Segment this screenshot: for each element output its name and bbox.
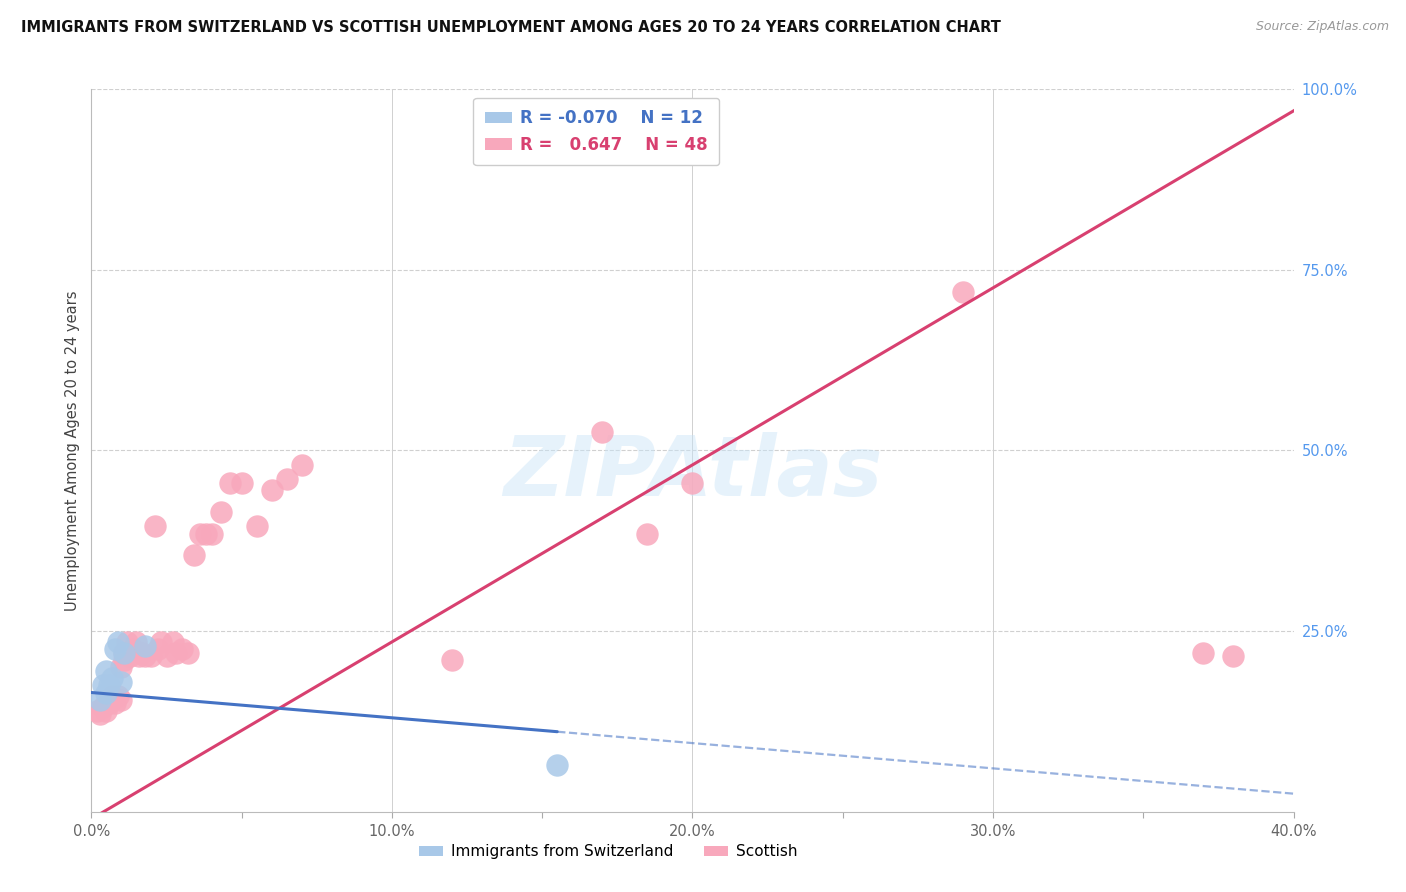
Point — [165, 646, 187, 660]
Text: Source: ZipAtlas.com: Source: ZipAtlas.com — [1256, 20, 1389, 33]
Point — [143, 519, 166, 533]
Point — [291, 458, 314, 472]
Point — [122, 642, 145, 657]
Point — [188, 526, 211, 541]
Point — [93, 678, 115, 692]
Point — [96, 664, 118, 678]
Point — [101, 689, 124, 703]
Point — [114, 646, 136, 660]
Point — [141, 649, 163, 664]
Point — [194, 526, 217, 541]
Point — [89, 707, 111, 722]
Point — [98, 678, 121, 692]
Point — [636, 526, 658, 541]
Point — [134, 649, 156, 664]
Point — [201, 526, 224, 541]
Point — [110, 674, 132, 689]
Y-axis label: Unemployment Among Ages 20 to 24 years: Unemployment Among Ages 20 to 24 years — [65, 290, 80, 611]
Point — [98, 696, 121, 710]
Point — [107, 689, 129, 703]
Point — [170, 642, 193, 657]
Point — [107, 635, 129, 649]
Point — [96, 704, 118, 718]
Point — [120, 649, 142, 664]
Point — [104, 642, 127, 657]
Point — [546, 757, 568, 772]
Point — [155, 649, 177, 664]
Point — [162, 635, 184, 649]
Point — [134, 639, 156, 653]
Point — [231, 475, 253, 490]
Point — [591, 425, 613, 440]
Point — [952, 285, 974, 299]
Point — [149, 635, 172, 649]
Point — [114, 653, 136, 667]
Point — [260, 483, 283, 498]
Point — [209, 505, 232, 519]
Point — [89, 692, 111, 706]
Point — [125, 635, 148, 649]
Point — [98, 692, 121, 706]
Text: ZIPAtlas: ZIPAtlas — [503, 432, 882, 513]
Point — [110, 692, 132, 706]
Point — [246, 519, 269, 533]
Text: IMMIGRANTS FROM SWITZERLAND VS SCOTTISH UNEMPLOYMENT AMONG AGES 20 TO 24 YEARS C: IMMIGRANTS FROM SWITZERLAND VS SCOTTISH … — [21, 20, 1001, 35]
Point — [96, 685, 118, 699]
Point — [117, 635, 139, 649]
Point — [101, 671, 124, 685]
Point — [93, 700, 115, 714]
Point — [101, 692, 124, 706]
Point — [114, 646, 136, 660]
Point — [146, 642, 169, 657]
Point — [110, 660, 132, 674]
Legend: Immigrants from Switzerland, Scottish: Immigrants from Switzerland, Scottish — [413, 838, 804, 865]
Point — [104, 696, 127, 710]
Point — [128, 649, 150, 664]
Point — [218, 475, 240, 490]
Point — [131, 646, 153, 660]
Point — [1222, 649, 1244, 664]
Point — [86, 704, 108, 718]
Point — [440, 653, 463, 667]
Point — [276, 472, 298, 486]
Point — [176, 646, 198, 660]
Point — [183, 548, 205, 562]
Point — [1192, 646, 1215, 660]
Point — [681, 475, 703, 490]
